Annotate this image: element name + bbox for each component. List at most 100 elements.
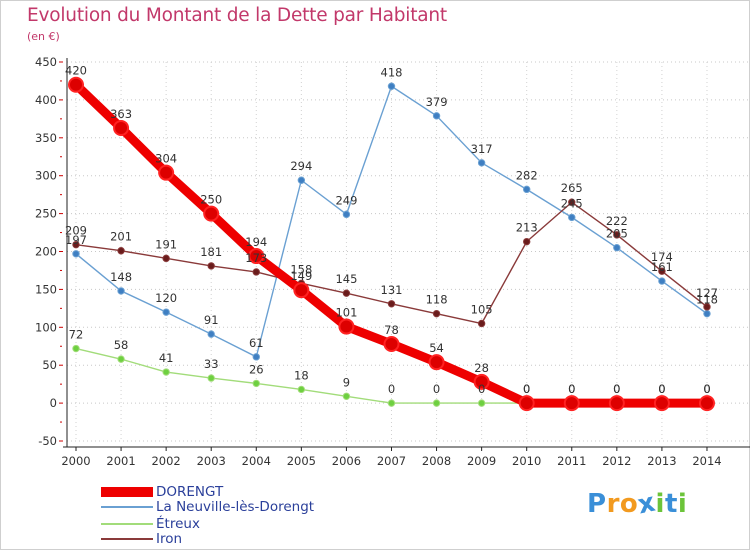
data-label-iron: 105 [471, 303, 493, 317]
data-point-dorengt [698, 395, 715, 412]
data-label-etreux: 0 [433, 382, 440, 396]
data-label-la-neuville-les-dorengt: 418 [381, 65, 403, 79]
data-point-etreux [342, 392, 351, 400]
data-label-etreux: 26 [249, 362, 264, 376]
y-tick-label: 300 [35, 169, 57, 183]
data-label-dorengt: 0 [613, 382, 620, 396]
x-tick-label: 2000 [61, 454, 90, 468]
data-point-etreux [252, 379, 260, 388]
data-label-la-neuville-les-dorengt: 249 [335, 193, 357, 207]
data-label-dorengt: 0 [658, 382, 665, 396]
y-tick-label: 50 [42, 358, 57, 372]
logo-letter: r [606, 489, 620, 519]
data-point-la-neuville-les-dorengt [162, 308, 170, 316]
data-label-iron: 118 [426, 293, 448, 307]
x-tick-label: 2013 [647, 454, 676, 468]
data-point-dorengt [428, 354, 445, 371]
data-point-la-neuville-les-dorengt [568, 213, 576, 222]
data-point-etreux [117, 355, 125, 363]
data-point-iron [387, 300, 396, 308]
data-label-dorengt: 194 [245, 235, 267, 249]
data-point-dorengt [608, 395, 625, 412]
data-label-dorengt: 0 [703, 382, 710, 396]
data-point-dorengt [68, 76, 84, 93]
y-tick-label: 250 [35, 207, 57, 221]
data-point-iron [613, 231, 621, 239]
chart-unit-label: (en €) [27, 30, 60, 43]
data-label-dorengt: 28 [474, 361, 489, 375]
data-label-iron: 191 [155, 237, 177, 251]
chart-title: Evolution du Montant de la Dette par Hab… [27, 5, 447, 26]
data-point-etreux [297, 385, 306, 394]
legend-swatch-iron [101, 538, 153, 540]
data-point-la-neuville-les-dorengt [523, 185, 531, 194]
data-point-etreux [477, 399, 486, 407]
data-label-dorengt: 54 [429, 341, 444, 355]
data-point-dorengt [383, 335, 400, 352]
data-label-etreux: 0 [703, 382, 710, 396]
data-label-iron: 181 [200, 245, 222, 259]
data-label-iron: 209 [65, 224, 87, 238]
data-label-la-neuville-les-dorengt: 205 [606, 227, 628, 241]
data-label-la-neuville-les-dorengt: 197 [65, 233, 87, 247]
data-point-dorengt [338, 318, 355, 335]
data-label-la-neuville-les-dorengt: 120 [155, 291, 177, 305]
data-label-iron: 174 [651, 250, 673, 264]
data-label-etreux: 0 [568, 382, 575, 396]
data-point-la-neuville-les-dorengt [297, 176, 306, 184]
legend-label-dorengt: DORENGT [156, 484, 224, 500]
logo-letter: o [619, 489, 639, 519]
data-label-dorengt: 363 [110, 107, 132, 121]
data-label-etreux: 0 [388, 382, 395, 396]
x-tick-label: 2003 [197, 454, 226, 468]
data-label-iron: 127 [696, 286, 718, 300]
data-label-la-neuville-les-dorengt: 118 [696, 293, 718, 307]
data-label-etreux: 0 [478, 382, 485, 396]
y-tick-label: 200 [35, 245, 57, 259]
data-point-etreux [432, 399, 441, 407]
data-point-dorengt [203, 205, 220, 222]
logo-letter: i [677, 489, 688, 519]
x-tick-label: 2002 [151, 454, 180, 468]
data-point-la-neuville-les-dorengt [252, 353, 260, 361]
data-label-la-neuville-les-dorengt: 91 [204, 313, 219, 327]
data-point-la-neuville-les-dorengt [477, 159, 486, 167]
legend-swatch-etreux [101, 523, 153, 525]
data-point-dorengt [248, 248, 265, 265]
y-tick-label: 450 [35, 55, 57, 69]
data-point-etreux [207, 374, 215, 382]
y-tick-label: 0 [50, 396, 57, 410]
data-label-iron: 213 [516, 221, 538, 235]
x-tick-label: 2011 [557, 454, 586, 468]
data-label-iron: 173 [245, 251, 267, 265]
data-point-iron [207, 262, 215, 270]
y-tick-label: 100 [35, 320, 57, 334]
data-label-etreux: 18 [294, 368, 309, 382]
data-label-etreux: 9 [343, 375, 350, 389]
y-tick-label: -50 [38, 434, 57, 448]
y-tick-label: 150 [35, 282, 57, 296]
data-label-iron: 222 [606, 214, 628, 228]
data-point-la-neuville-les-dorengt [432, 112, 441, 120]
data-label-iron: 145 [335, 272, 357, 286]
data-point-la-neuville-les-dorengt [703, 309, 711, 318]
x-tick-label: 2009 [467, 454, 496, 468]
data-point-etreux [387, 399, 396, 407]
data-point-dorengt [518, 395, 535, 412]
data-point-la-neuville-les-dorengt [658, 277, 666, 285]
data-label-iron: 131 [381, 283, 403, 297]
legend-label-iron: Iron [156, 531, 183, 547]
data-label-etreux: 0 [523, 382, 530, 396]
legend-item-la-neuville: La Neuville-lès-Dorengt [101, 499, 401, 515]
data-label-la-neuville-les-dorengt: 294 [290, 159, 312, 173]
data-label-la-neuville-les-dorengt: 161 [651, 260, 673, 274]
data-point-iron [523, 237, 531, 246]
data-point-dorengt [113, 119, 130, 136]
y-tick-label: 350 [35, 131, 57, 145]
data-point-la-neuville-les-dorengt [613, 244, 621, 252]
data-point-iron [342, 289, 351, 297]
logo-letter: t [664, 489, 678, 519]
data-point-la-neuville-les-dorengt [342, 210, 351, 219]
